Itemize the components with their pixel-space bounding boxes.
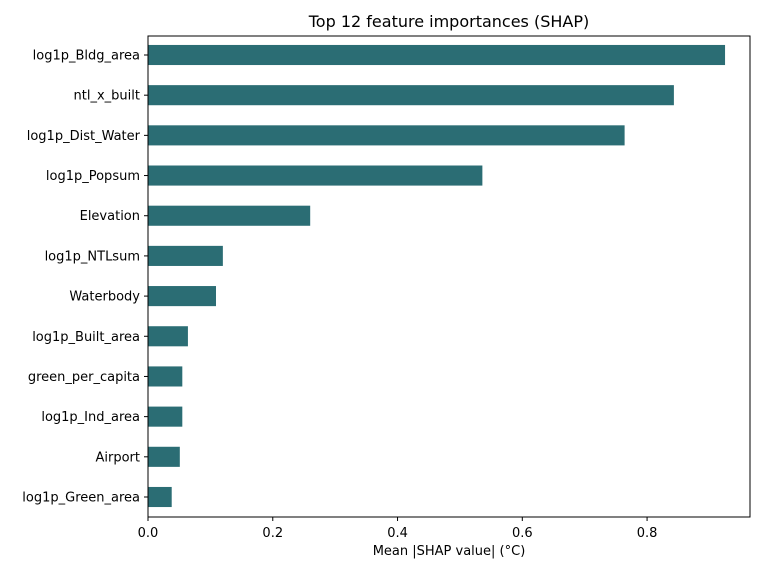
y-tick-label: log1p_Built_area bbox=[32, 330, 140, 345]
bar bbox=[148, 486, 172, 508]
y-tick-label: log1p_Green_area bbox=[22, 491, 140, 506]
x-tick-label: 0.2 bbox=[262, 526, 283, 541]
x-axis-ticks: 0.0 0.2 0.4 0.6 0.8 bbox=[138, 517, 658, 541]
bar bbox=[148, 406, 183, 427]
x-tick-label: 0.4 bbox=[387, 526, 408, 541]
bars-group bbox=[148, 44, 726, 508]
y-tick-label: log1p_NTLsum bbox=[45, 249, 140, 264]
x-axis-label: Mean |SHAP value| (°C) bbox=[373, 544, 526, 559]
x-tick-label: 0.6 bbox=[512, 526, 533, 541]
bar bbox=[148, 205, 311, 226]
y-tick-label: ntl_x_built bbox=[74, 89, 140, 104]
y-tick-label: Elevation bbox=[80, 209, 140, 224]
bar bbox=[148, 245, 223, 266]
y-tick-label: log1p_Popsum bbox=[46, 169, 140, 184]
x-tick-label: 0.8 bbox=[637, 526, 658, 541]
bar bbox=[148, 366, 183, 387]
bar bbox=[148, 125, 625, 146]
y-axis-ticks: log1p_Bldg_area ntl_x_built log1p_Dist_Wat… bbox=[22, 49, 148, 506]
y-tick-label: log1p_Dist_Water bbox=[27, 129, 141, 144]
chart-title: Top 12 feature importances (SHAP) bbox=[308, 12, 589, 31]
bar bbox=[148, 44, 726, 66]
y-tick-label: green_per_capita bbox=[28, 370, 140, 385]
y-tick-label: Waterbody bbox=[69, 290, 140, 305]
bar bbox=[148, 446, 180, 467]
y-tick-label: log1p_Ind_area bbox=[41, 410, 140, 425]
x-tick-label: 0.0 bbox=[138, 526, 159, 541]
bar bbox=[148, 286, 216, 307]
bar bbox=[148, 165, 483, 186]
y-tick-label: log1p_Bldg_area bbox=[33, 49, 140, 64]
plot-frame bbox=[147, 35, 751, 518]
y-tick-label: Airport bbox=[96, 450, 141, 465]
bar bbox=[148, 326, 188, 347]
bar bbox=[148, 85, 674, 106]
